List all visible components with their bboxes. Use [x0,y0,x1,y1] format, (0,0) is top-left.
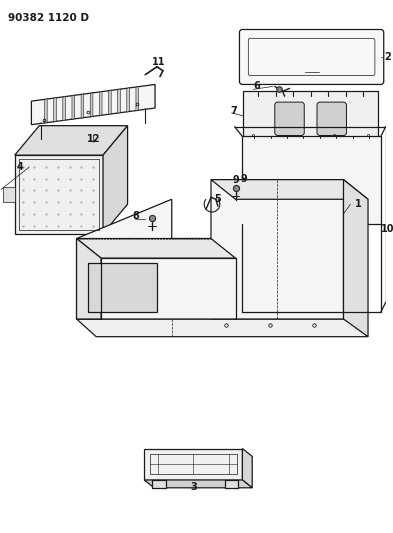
Text: 10: 10 [381,224,393,233]
Polygon shape [31,84,155,125]
Text: 90382 1120 D: 90382 1120 D [8,13,89,23]
Polygon shape [99,91,102,116]
Polygon shape [243,91,378,140]
Polygon shape [343,180,368,337]
Polygon shape [242,449,252,488]
Polygon shape [136,86,139,111]
Text: 5: 5 [215,194,221,204]
Text: 9: 9 [240,174,247,184]
Polygon shape [77,180,343,319]
Polygon shape [54,98,56,122]
Bar [150,455,237,474]
Polygon shape [90,92,93,117]
Polygon shape [108,90,111,115]
Text: 12: 12 [86,134,100,144]
Polygon shape [88,263,157,312]
Text: 7: 7 [230,106,237,116]
Polygon shape [225,480,239,488]
Polygon shape [44,99,47,124]
Polygon shape [15,155,103,233]
Polygon shape [242,136,381,224]
Polygon shape [152,480,166,488]
Polygon shape [118,88,120,114]
Polygon shape [103,126,128,233]
FancyBboxPatch shape [275,102,304,135]
Text: 9: 9 [232,175,239,184]
Polygon shape [144,480,252,488]
Polygon shape [77,239,235,258]
Text: 11: 11 [152,57,166,67]
Polygon shape [211,180,368,199]
FancyBboxPatch shape [317,102,347,135]
Polygon shape [144,449,242,480]
Polygon shape [77,319,368,337]
Polygon shape [15,126,128,155]
Polygon shape [77,239,101,319]
Text: 4: 4 [16,162,23,172]
Text: 6: 6 [254,82,261,92]
Text: 8: 8 [132,211,139,221]
Text: 3: 3 [190,482,197,492]
Bar [3,188,15,202]
Polygon shape [127,87,129,112]
Text: 1: 1 [355,199,362,209]
Polygon shape [81,94,84,118]
Polygon shape [72,95,75,120]
Text: 2: 2 [384,52,391,62]
Polygon shape [63,96,66,121]
FancyBboxPatch shape [239,29,384,84]
